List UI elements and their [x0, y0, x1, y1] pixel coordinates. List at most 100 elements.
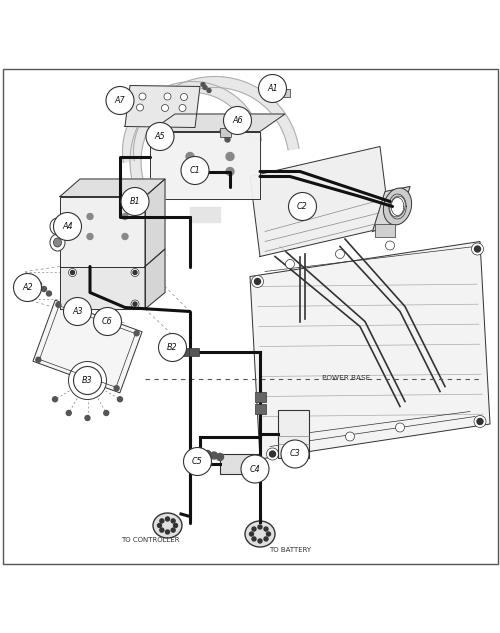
Ellipse shape [384, 188, 411, 225]
Polygon shape [150, 114, 285, 132]
Text: POWER BASE: POWER BASE [322, 375, 371, 381]
Polygon shape [60, 196, 145, 266]
Ellipse shape [390, 196, 405, 217]
Polygon shape [125, 85, 200, 127]
Circle shape [131, 300, 139, 308]
Circle shape [133, 302, 137, 306]
Circle shape [114, 385, 119, 391]
Polygon shape [250, 146, 390, 256]
Circle shape [171, 519, 175, 523]
Polygon shape [372, 187, 410, 232]
Circle shape [186, 153, 194, 161]
Circle shape [226, 168, 234, 175]
Bar [255, 391, 266, 401]
Circle shape [224, 133, 228, 138]
Polygon shape [145, 249, 165, 309]
Circle shape [68, 361, 106, 399]
Circle shape [181, 156, 209, 184]
Circle shape [201, 82, 205, 87]
Polygon shape [33, 300, 142, 393]
Circle shape [396, 423, 404, 432]
Circle shape [36, 282, 42, 287]
Circle shape [64, 298, 92, 325]
Circle shape [266, 448, 278, 460]
Circle shape [252, 275, 264, 287]
Circle shape [76, 307, 82, 312]
Circle shape [241, 455, 269, 483]
Circle shape [252, 537, 256, 541]
Circle shape [258, 539, 262, 543]
Circle shape [56, 303, 61, 307]
Ellipse shape [54, 238, 62, 247]
Circle shape [220, 129, 225, 134]
Bar [181, 348, 191, 356]
Circle shape [74, 367, 102, 394]
Circle shape [254, 279, 260, 284]
Circle shape [72, 303, 78, 308]
Circle shape [270, 451, 276, 457]
Circle shape [166, 530, 170, 534]
Text: TO CONTROLLER: TO CONTROLLER [121, 537, 179, 544]
Circle shape [224, 106, 252, 134]
Ellipse shape [245, 521, 275, 547]
Circle shape [70, 270, 74, 275]
Circle shape [281, 440, 309, 468]
Circle shape [158, 334, 186, 361]
Bar [255, 404, 266, 414]
Bar [278, 89, 290, 96]
Circle shape [134, 331, 139, 335]
Text: B3: B3 [82, 376, 93, 385]
Text: C6: C6 [102, 317, 113, 326]
Circle shape [280, 85, 285, 90]
Text: C5: C5 [192, 457, 203, 466]
Circle shape [80, 311, 86, 316]
Text: A5: A5 [154, 132, 166, 141]
Polygon shape [60, 266, 145, 309]
Circle shape [68, 300, 76, 308]
Polygon shape [122, 82, 262, 163]
Ellipse shape [50, 218, 65, 235]
Bar [278, 410, 308, 458]
Circle shape [46, 291, 52, 296]
Circle shape [477, 418, 483, 425]
Circle shape [203, 85, 207, 89]
Circle shape [225, 137, 230, 142]
Circle shape [210, 452, 218, 459]
Circle shape [160, 528, 164, 532]
Circle shape [54, 213, 82, 241]
Polygon shape [130, 77, 299, 188]
Circle shape [346, 432, 354, 441]
Circle shape [158, 523, 162, 527]
Bar [220, 454, 258, 474]
Text: A2: A2 [22, 283, 33, 292]
Circle shape [250, 532, 254, 536]
Circle shape [164, 93, 171, 100]
Polygon shape [150, 132, 260, 199]
Circle shape [186, 168, 194, 175]
Circle shape [184, 448, 212, 475]
Circle shape [280, 90, 285, 95]
Circle shape [118, 397, 122, 402]
Text: A4: A4 [62, 222, 73, 231]
Text: B1: B1 [130, 197, 140, 206]
Circle shape [288, 192, 316, 220]
Circle shape [174, 523, 178, 527]
Circle shape [171, 528, 175, 532]
Circle shape [122, 234, 128, 239]
Text: A1: A1 [267, 84, 278, 93]
Circle shape [104, 410, 109, 415]
Polygon shape [250, 242, 490, 459]
Circle shape [139, 93, 146, 100]
Circle shape [474, 246, 480, 252]
Circle shape [286, 444, 294, 453]
Circle shape [179, 104, 186, 111]
Circle shape [336, 249, 344, 258]
Circle shape [252, 527, 256, 531]
Circle shape [286, 260, 294, 268]
Text: A7: A7 [114, 96, 126, 105]
Circle shape [87, 234, 93, 239]
Text: TO BATTERY: TO BATTERY [269, 546, 311, 553]
Circle shape [160, 519, 164, 523]
Circle shape [474, 415, 486, 427]
Circle shape [162, 104, 168, 111]
